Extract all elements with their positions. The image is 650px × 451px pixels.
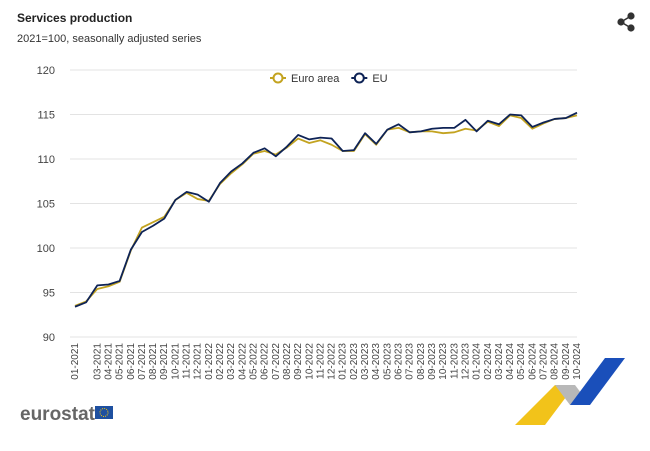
chart-subtitle: 2021=100, seasonally adjusted series <box>17 33 202 45</box>
x-tick-label: 09-2023 <box>427 343 438 380</box>
x-tick-label: 12-2023 <box>460 343 471 380</box>
legend-label: Euro area <box>291 73 340 85</box>
x-tick-label: 07-2021 <box>137 343 148 380</box>
x-tick-label: 02-2023 <box>349 343 360 380</box>
x-tick-label: 03-2024 <box>494 343 505 380</box>
x-tick-label: 10-2021 <box>170 343 181 380</box>
x-tick-label: 01-2024 <box>472 343 483 380</box>
x-tick-label: 03-2022 <box>226 343 237 380</box>
x-tick-label: 03-2023 <box>360 343 371 380</box>
x-tick-label: 05-2024 <box>516 343 527 380</box>
x-tick-label: 04-2023 <box>371 343 382 380</box>
x-tick-label: 05-2023 <box>382 343 393 380</box>
eu-flag <box>95 406 113 419</box>
x-tick-label: 06-2024 <box>527 343 538 380</box>
x-tick-label: 01-2023 <box>338 343 349 380</box>
x-tick-label: 09-2022 <box>293 343 304 380</box>
x-tick-label: 02-2024 <box>483 343 494 380</box>
x-tick-label: 04-2021 <box>103 343 114 380</box>
x-tick-label: 09-2024 <box>561 343 572 380</box>
x-tick-label: 08-2021 <box>148 343 159 380</box>
line-series <box>74 111 578 308</box>
x-tick-label: 11-2022 <box>315 343 326 379</box>
x-tick-label: 01-2021 <box>70 343 81 380</box>
y-tick-label: 110 <box>37 154 55 166</box>
x-tick-label: 04-2022 <box>237 343 248 380</box>
legend-marker <box>353 72 365 84</box>
x-tick-label: 10-2022 <box>304 343 315 380</box>
x-tick-label: 08-2024 <box>550 343 561 380</box>
y-tick-label: 90 <box>43 332 55 344</box>
x-tick-label: 07-2024 <box>539 343 550 380</box>
y-tick-label: 105 <box>37 199 55 211</box>
x-tick-label: 03-2021 <box>92 343 103 380</box>
y-tick-label: 120 <box>37 65 55 77</box>
x-tick-label: 02-2022 <box>215 343 226 380</box>
x-tick-label: 09-2021 <box>159 343 170 380</box>
y-tick-label: 95 <box>43 288 55 300</box>
x-tick-label: 07-2022 <box>271 343 282 380</box>
x-tick-label: 05-2022 <box>248 343 259 380</box>
legend-label: EU <box>372 73 387 85</box>
x-tick-label: 10-2023 <box>438 343 449 380</box>
x-tick-label: 06-2021 <box>126 343 137 380</box>
x-tick-label: 06-2023 <box>394 343 405 380</box>
x-tick-label: 04-2024 <box>505 343 516 380</box>
x-tick-label: 12-2022 <box>327 343 338 380</box>
x-tick-label: 12-2021 <box>193 343 204 380</box>
y-tick-label: 100 <box>37 243 55 255</box>
x-tick-label: 08-2022 <box>282 343 293 380</box>
decoration <box>515 358 625 425</box>
x-tick-label: 07-2023 <box>405 343 416 380</box>
share-icon[interactable] <box>617 12 635 32</box>
legend-marker <box>272 72 284 84</box>
x-tick-label: 01-2022 <box>204 343 215 380</box>
x-tick-label: 11-2021 <box>182 343 193 379</box>
chart-title: Services production <box>17 11 132 25</box>
x-tick-label: 11-2023 <box>449 343 460 379</box>
y-tick-label: 115 <box>37 110 55 122</box>
line-series <box>74 114 578 307</box>
x-tick-label: 05-2021 <box>115 343 126 380</box>
x-tick-label: 10-2024 <box>572 343 583 380</box>
x-tick-label: 08-2023 <box>416 343 427 380</box>
x-tick-label: 06-2022 <box>260 343 271 380</box>
logo-text: eurostat <box>20 404 96 425</box>
